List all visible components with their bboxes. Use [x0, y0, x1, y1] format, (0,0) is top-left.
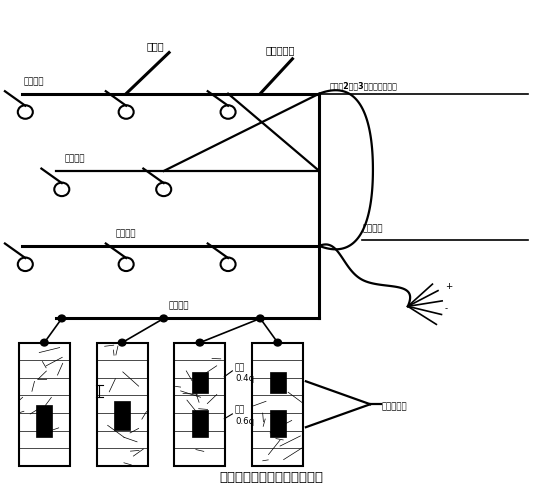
Bar	[252, 343, 303, 466]
Circle shape	[41, 340, 48, 346]
Text: 同段（2或㍖3段）导爆毫秒管: 同段（2或㍖3段）导爆毫秒管	[330, 81, 398, 91]
Bar	[19, 343, 70, 466]
Bar	[192, 372, 208, 393]
Text: 塑料导爆管: 塑料导爆管	[266, 45, 295, 56]
Circle shape	[196, 340, 204, 346]
Circle shape	[274, 340, 281, 346]
Text: 炸药: 炸药	[235, 362, 246, 371]
Bar	[192, 410, 208, 437]
Circle shape	[256, 315, 264, 322]
Text: 0.4q: 0.4q	[235, 373, 254, 382]
Bar	[114, 401, 130, 430]
Bar	[36, 406, 53, 437]
Text: 第三排孔: 第三排孔	[23, 77, 44, 86]
Text: 连接块: 连接块	[147, 41, 164, 51]
Text: 炸药: 炸药	[235, 405, 246, 414]
Text: 网段导爆管: 网段导爆管	[382, 401, 408, 410]
Text: 主爆孔装药结构及爆破网布置: 主爆孔装药结构及爆破网布置	[219, 470, 323, 483]
Bar	[270, 372, 286, 393]
Circle shape	[118, 340, 126, 346]
Circle shape	[160, 315, 167, 322]
Text: 0.6q: 0.6q	[235, 416, 254, 425]
Bar	[96, 343, 147, 466]
Text: +: +	[446, 282, 453, 290]
Text: 第一炸孔: 第一炸孔	[169, 301, 190, 310]
Bar	[175, 343, 225, 466]
Text: 起爆管管: 起爆管管	[362, 224, 383, 233]
Bar	[270, 410, 286, 437]
Text: 第二排孔: 第二排孔	[115, 229, 136, 238]
Text: -: -	[444, 304, 447, 313]
Text: 第一排孔: 第一排孔	[64, 154, 85, 163]
Circle shape	[58, 315, 66, 322]
